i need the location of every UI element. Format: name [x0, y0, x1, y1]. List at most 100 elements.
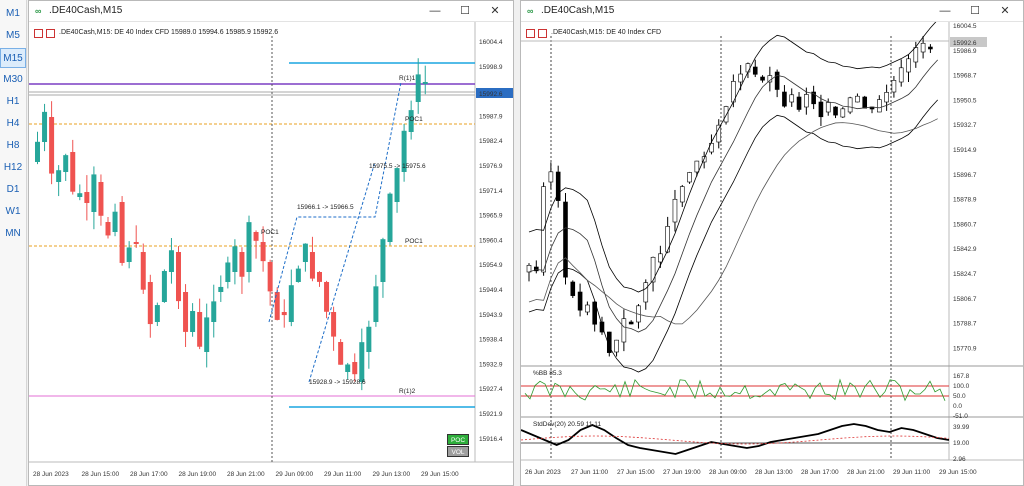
candle-body	[782, 91, 787, 107]
poc-badge[interactable]: POC	[447, 434, 469, 445]
timeframe-w1[interactable]: W1	[5, 206, 21, 217]
level-label: R(1)1	[399, 75, 416, 82]
candle-body	[197, 312, 203, 347]
candle-body	[592, 301, 597, 325]
candle-body	[366, 326, 372, 352]
candle-body	[119, 202, 125, 263]
timeframe-h8[interactable]: H8	[6, 140, 20, 151]
chart-grid-icon[interactable]	[34, 29, 43, 38]
left-plot-area[interactable]: 16004.415998.915993.515987.915982.415976…	[29, 22, 513, 485]
price-tick-label: 15896.7	[953, 172, 977, 179]
timeframe-mn[interactable]: MN	[5, 228, 21, 239]
price-tick-label: 15921.9	[479, 411, 503, 418]
current-price-label: 15992.6	[953, 40, 977, 47]
bb-tick-label: 0.0	[953, 403, 962, 410]
chart-list-icon[interactable]	[538, 29, 547, 38]
candle-body	[672, 198, 678, 223]
price-tick-label: 15968.7	[953, 73, 977, 80]
price-tick-label: 15982.4	[479, 138, 503, 145]
minimize-button[interactable]: —	[429, 5, 441, 17]
candle-body	[288, 285, 294, 322]
candle-body	[643, 282, 649, 303]
price-tick-label: 15987.9	[479, 113, 503, 120]
trade-path-line	[268, 81, 402, 323]
price-tick-label: 15842.9	[953, 246, 977, 253]
candle-body	[789, 94, 795, 103]
price-tick-label: 15986.9	[953, 48, 977, 55]
candle-body	[533, 266, 539, 272]
timeframe-h1[interactable]: H1	[6, 96, 20, 107]
candle-body	[154, 305, 160, 322]
close-button[interactable]: ✕	[1000, 5, 1010, 17]
level-label: R(1)2	[399, 388, 416, 395]
right-plot-area[interactable]: 16004.5 15986.9 15968.7 15950.5 15932.7 15914…	[521, 22, 1023, 485]
price-tick-label: 15927.4	[479, 386, 503, 393]
maximize-button[interactable]: ☐	[460, 5, 470, 17]
minimize-button[interactable]: —	[939, 5, 951, 17]
maximize-button[interactable]: ☐	[970, 5, 980, 17]
candle-body	[324, 282, 330, 312]
time-tick-label: 29 Jun 15:00	[421, 471, 459, 478]
price-tick-label: 15971.4	[479, 188, 503, 195]
timeframe-m30[interactable]: M30	[3, 74, 23, 85]
price-tick-label: 15806.7	[953, 296, 977, 303]
candle-body	[42, 111, 48, 142]
timeframe-m15[interactable]: M15	[0, 48, 26, 68]
candle-body	[267, 262, 273, 292]
time-tick-label: 26 Jun 2023	[525, 469, 561, 476]
timeframe-m1[interactable]: M1	[6, 8, 20, 19]
left-price-chart: 16004.415998.915993.515987.915982.415976…	[29, 22, 513, 478]
candle-body	[56, 170, 62, 182]
left-chart-label: .DE40Cash,M15: DE 40 Index CFD 15989.0 1…	[59, 29, 279, 36]
chart-list-icon[interactable]	[46, 29, 55, 38]
time-tick-label: 28 Jun 21:00	[227, 471, 265, 478]
candle-body	[190, 311, 196, 332]
candle-body	[232, 246, 238, 272]
price-tick-label: 15938.4	[479, 337, 503, 344]
candle-body	[920, 42, 926, 53]
slow-moving-average-line	[528, 118, 938, 325]
right-chart-window: ∞ .DE40Cash,M15 — ☐ ✕ 16004.5 15986.9 1596…	[520, 0, 1024, 486]
price-tick-label: 15878.9	[953, 197, 977, 204]
candle-body	[898, 67, 904, 83]
stddev-line	[521, 423, 950, 455]
timeframe-h12[interactable]: H12	[3, 162, 23, 173]
candle-body	[833, 106, 838, 116]
candle-body	[77, 193, 83, 197]
candle-body	[877, 99, 882, 113]
price-tick-label: 15965.9	[479, 213, 503, 220]
chart-grid-icon[interactable]	[526, 29, 535, 38]
candle-body	[91, 174, 97, 212]
candle-body	[380, 239, 386, 282]
timeframe-h4[interactable]: H4	[6, 118, 20, 129]
candle-body	[338, 342, 344, 365]
bb-tick-label: 50.0	[953, 393, 966, 400]
right-price-chart: 16004.5 15986.9 15968.7 15950.5 15932.7 15914…	[521, 22, 1023, 476]
close-button[interactable]: ✕	[490, 5, 500, 17]
candle-body	[891, 80, 897, 93]
timeframe-d1[interactable]: D1	[6, 184, 20, 195]
candle-body	[70, 152, 76, 192]
candle-body	[884, 92, 889, 103]
stddev-indicator-label: StdDev(20) 20.59 11.11	[533, 421, 602, 428]
candle-body	[239, 252, 245, 277]
time-tick-label: 28 Jun 19:00	[179, 471, 217, 478]
candle-body	[359, 342, 365, 382]
price-tick-label: 15976.9	[479, 163, 503, 170]
candle-body	[317, 272, 322, 282]
candle-body	[738, 73, 743, 83]
candle-body	[309, 252, 315, 279]
time-tick-label: 29 Jun 11:00	[324, 471, 361, 478]
candle-body	[415, 74, 421, 102]
level-label: POC1	[405, 238, 423, 245]
trade-annotation: 15975.5 -> 15975.6	[369, 163, 426, 170]
vol-badge[interactable]: VOL	[447, 446, 469, 457]
bb-indicator-label: %BB 85.3	[533, 370, 562, 377]
candle-body	[225, 262, 231, 282]
candle-body	[274, 292, 280, 320]
candle-body	[218, 286, 224, 292]
timeframe-m5[interactable]: M5	[6, 30, 20, 41]
right-window-title: .DE40Cash,M15	[541, 5, 615, 16]
candle-body	[752, 66, 758, 75]
candle-body	[745, 63, 751, 73]
